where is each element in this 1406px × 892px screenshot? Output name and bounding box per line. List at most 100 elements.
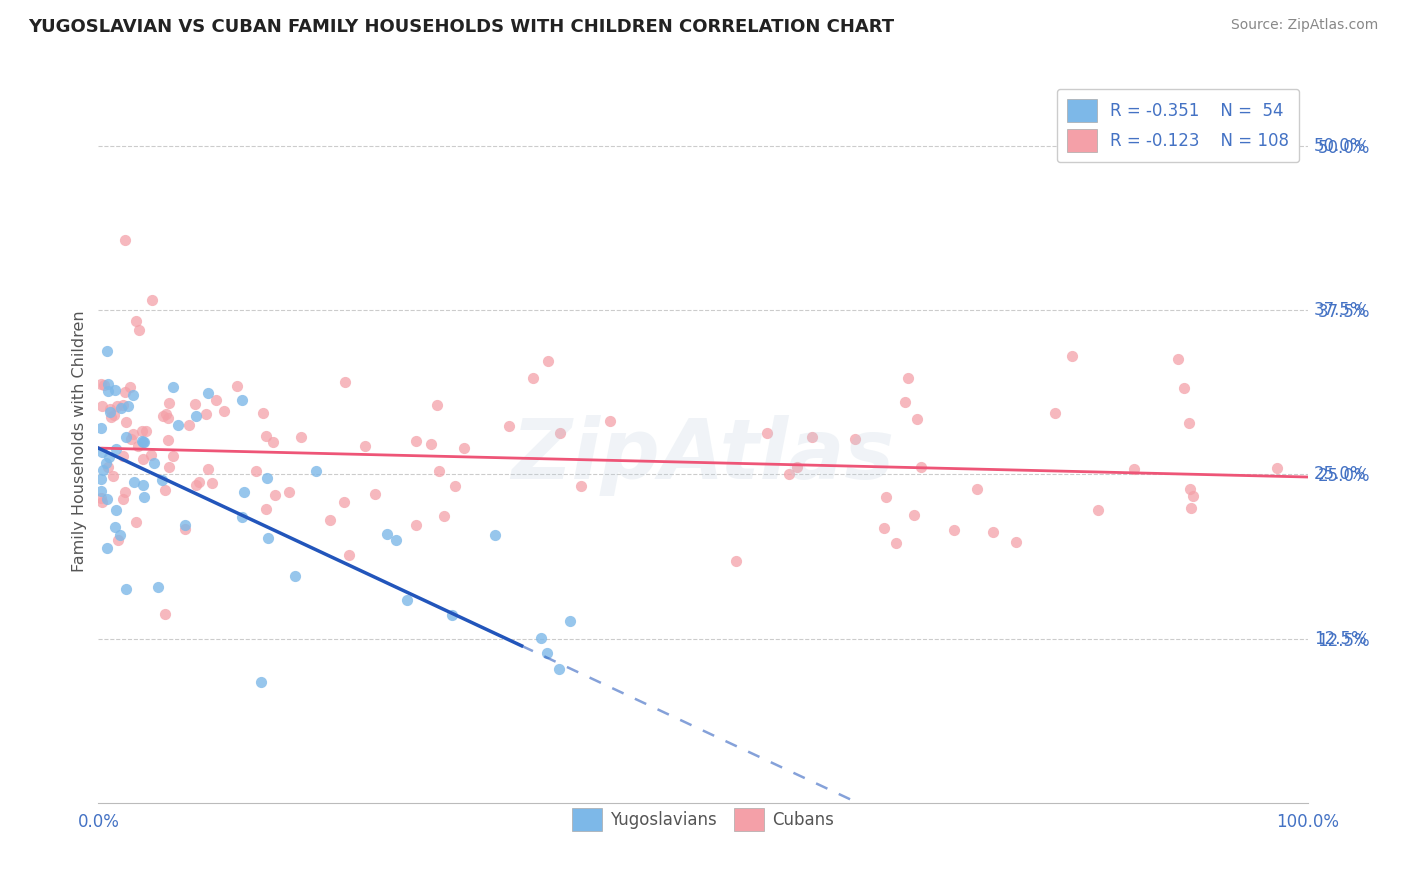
Yugoslavians: [484, 528, 506, 542]
Cubans: [114, 385, 136, 400]
Cubans: [522, 370, 544, 384]
Yugoslavians: [131, 434, 153, 448]
Yugoslavians: [98, 450, 121, 464]
Cubans: [1178, 416, 1201, 430]
Cubans: [332, 495, 354, 509]
Cubans: [125, 515, 148, 529]
Cubans: [97, 460, 120, 475]
Yugoslavians: [150, 473, 173, 487]
Cubans: [118, 380, 141, 394]
Yugoslavians: [197, 385, 219, 400]
Cubans: [537, 354, 560, 368]
Cubans: [364, 486, 387, 500]
Yugoslavians: [96, 491, 118, 506]
Cubans: [153, 483, 176, 497]
Cubans: [337, 548, 360, 562]
Cubans: [184, 397, 207, 411]
Text: 50.0%: 50.0%: [1313, 137, 1367, 155]
Cubans: [112, 491, 135, 506]
Cubans: [318, 513, 340, 527]
Cubans: [426, 398, 449, 412]
Cubans: [786, 459, 808, 474]
Cubans: [162, 449, 184, 463]
Cubans: [152, 409, 174, 424]
Cubans: [290, 430, 312, 444]
Cubans: [91, 494, 114, 508]
Cubans: [107, 533, 129, 548]
Cubans: [115, 415, 138, 429]
Cubans: [156, 433, 179, 447]
Yugoslavians: [90, 473, 112, 487]
Cubans: [778, 467, 800, 481]
Cubans: [214, 403, 236, 417]
Cubans: [432, 509, 454, 524]
Cubans: [141, 293, 163, 307]
Yugoslavians: [97, 377, 120, 392]
Text: Source: ZipAtlas.com: Source: ZipAtlas.com: [1230, 18, 1378, 32]
Cubans: [245, 464, 267, 478]
Yugoslavians: [305, 464, 328, 478]
Cubans: [254, 502, 277, 516]
Yugoslavians: [93, 463, 115, 477]
Yugoslavians: [96, 541, 118, 556]
Text: 25.0%: 25.0%: [1313, 466, 1367, 483]
Yugoslavians: [284, 569, 307, 583]
Yugoslavians: [560, 614, 582, 628]
Y-axis label: Family Households with Children: Family Households with Children: [72, 310, 87, 573]
Cubans: [127, 440, 149, 454]
Cubans: [1178, 482, 1201, 496]
Yugoslavians: [257, 531, 280, 545]
Cubans: [195, 408, 218, 422]
Cubans: [498, 418, 520, 433]
Cubans: [894, 395, 917, 409]
Cubans: [226, 378, 249, 392]
Yugoslavians: [122, 388, 145, 402]
Text: 37.5%: 37.5%: [1313, 301, 1367, 319]
Cubans: [800, 429, 823, 443]
Yugoslavians: [90, 444, 112, 458]
Yugoslavians: [90, 421, 112, 435]
Yugoslavians: [115, 582, 138, 597]
Cubans: [256, 428, 278, 442]
Cubans: [420, 436, 443, 450]
Cubans: [105, 400, 128, 414]
Cubans: [156, 411, 179, 425]
Cubans: [905, 412, 928, 426]
Yugoslavians: [124, 475, 146, 489]
Cubans: [205, 392, 228, 407]
Cubans: [1043, 406, 1066, 420]
Text: YUGOSLAVIAN VS CUBAN FAMILY HOUSEHOLDS WITH CHILDREN CORRELATION CHART: YUGOSLAVIAN VS CUBAN FAMILY HOUSEHOLDS W…: [28, 18, 894, 36]
Yugoslavians: [146, 580, 169, 594]
Yugoslavians: [231, 392, 253, 407]
Cubans: [262, 434, 284, 449]
Yugoslavians: [97, 384, 120, 398]
Yugoslavians: [530, 631, 553, 645]
Cubans: [120, 433, 142, 447]
Cubans: [93, 377, 115, 392]
Yugoslavians: [143, 456, 166, 470]
Cubans: [1265, 460, 1288, 475]
Yugoslavians: [256, 471, 278, 485]
Yugoslavians: [104, 384, 127, 398]
Cubans: [903, 508, 925, 523]
Yugoslavians: [90, 484, 112, 499]
Yugoslavians: [104, 442, 127, 456]
Cubans: [886, 536, 908, 550]
Cubans: [1005, 535, 1028, 549]
Cubans: [427, 464, 450, 478]
Cubans: [1180, 501, 1202, 516]
Cubans: [125, 314, 148, 328]
Cubans: [112, 449, 135, 463]
Text: ZipAtlas: ZipAtlas: [512, 416, 894, 497]
Yugoslavians: [547, 662, 569, 676]
Yugoslavians: [536, 646, 558, 660]
Yugoslavians: [96, 343, 118, 358]
Cubans: [333, 375, 356, 389]
Cubans: [184, 477, 207, 491]
Cubans: [100, 409, 122, 424]
Cubans: [111, 398, 134, 412]
Cubans: [875, 490, 897, 504]
Yugoslavians: [98, 405, 121, 419]
Yugoslavians: [110, 401, 132, 416]
Cubans: [159, 396, 181, 410]
